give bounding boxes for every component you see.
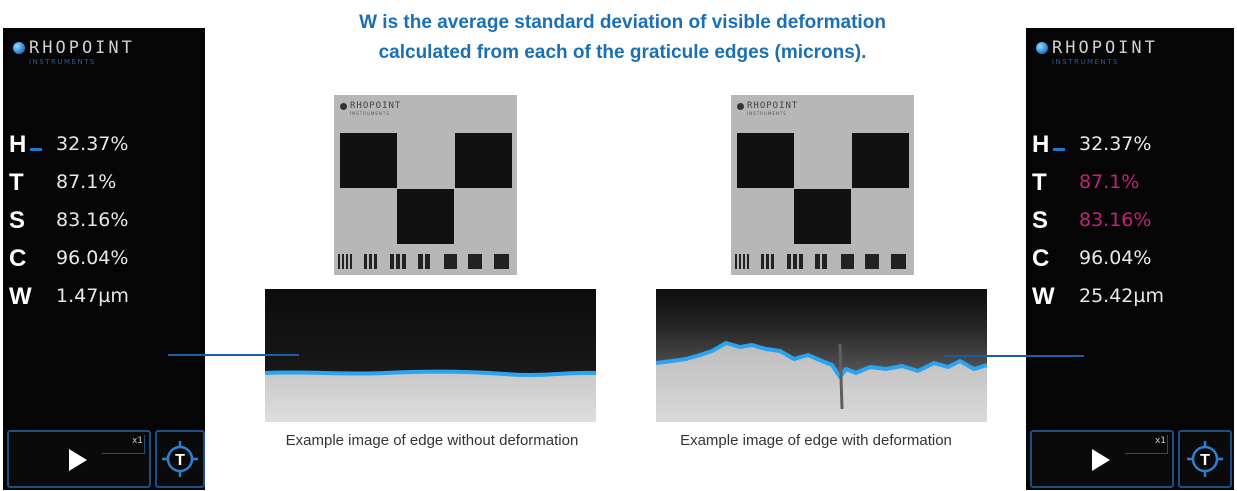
graticule-square [397,189,454,244]
title-line-1: W is the average standard deviation of v… [359,12,886,33]
target-letter: T [175,452,185,469]
device-screen-left: RHOPOINT INSTRUMENTS H 32.37% T 87.1% S … [3,28,205,490]
reading-c: C 96.04% [1026,242,1234,280]
reading-letter: S [9,207,26,234]
reading-value: 1.47µm [56,285,129,307]
title-line-2: calculated from each of the graticule ed… [378,42,867,63]
graticule-brand-sub: INSTRUMENTS [747,111,787,116]
edge-photo-smooth [265,289,596,422]
graticule-square [852,133,909,188]
reading-letter: W [9,283,32,310]
brand-subtitle: INSTRUMENTS [29,58,96,66]
graticule-bar-pattern [338,254,509,269]
graticule-brand-name: RHOPOINT [350,101,402,111]
reading-value: 83.16% [56,209,129,231]
reading-letter: W [1032,283,1055,310]
page-title: W is the average standard deviation of v… [230,8,1015,68]
connector-line-right [944,355,1084,357]
reading-letter: C [1032,245,1050,272]
reading-t: T 87.1% [1026,166,1234,204]
speed-box [102,435,145,454]
reading-value: 96.04% [1079,247,1152,269]
reading-h: H 32.37% [3,128,205,166]
reading-h: H 32.37% [1026,128,1234,166]
play-icon [1092,449,1110,471]
device-controls: x1 T [1026,430,1234,490]
edge-photo-rough [656,289,987,422]
reading-t: T 87.1% [3,166,205,204]
graticule-square [737,133,794,188]
reading-letter: T [9,169,24,196]
reading-letter: H [9,131,27,158]
target-t-icon: T [162,441,198,477]
graticule-brand-name: RHOPOINT [747,101,799,111]
haze-indicator-bar [1053,148,1065,151]
readings-list: H 32.37% T 87.1% S 83.16% C 96.04% W 25.… [1026,128,1234,318]
connector-line-left [168,354,299,356]
target-t-icon: T [1187,441,1223,477]
reading-value-highlighted: 87.1% [1079,171,1140,193]
graticule-square [794,189,851,244]
reading-letter: H [1032,131,1050,158]
graticule-square [340,133,397,188]
reading-value: 87.1% [56,171,117,193]
speed-box [1125,435,1168,454]
reading-s: S 83.16% [1026,204,1234,242]
reading-value-highlighted: 83.16% [1079,209,1152,231]
reading-s: S 83.16% [3,204,205,242]
edge-image-without-deformation [265,289,596,422]
speed-label: x1 [131,436,143,446]
target-letter: T [1200,452,1210,469]
play-button[interactable]: x1 [1030,430,1174,488]
graticule-brand-sub: INSTRUMENTS [350,111,390,116]
speed-label: x1 [1154,436,1166,446]
graticule-square [455,133,512,188]
brand-globe-icon [13,42,25,54]
reading-letter: T [1032,169,1047,196]
device-controls: x1 T [3,430,205,490]
target-button[interactable]: T [1178,430,1232,488]
reading-letter: C [9,245,27,272]
brand-globe-icon [1036,42,1048,54]
play-button[interactable]: x1 [7,430,151,488]
brand-subtitle: INSTRUMENTS [1052,58,1119,66]
edge-image-with-deformation [656,289,987,422]
play-icon [69,449,87,471]
reading-w: W 25.42µm [1026,280,1234,318]
readings-list: H 32.37% T 87.1% S 83.16% C 96.04% W 1.4… [3,128,205,318]
graticule-image-right: RHOPOINT INSTRUMENTS [731,95,914,275]
reading-c: C 96.04% [3,242,205,280]
caption-without-deformation: Example image of edge without deformatio… [285,432,579,449]
device-screen-right: RHOPOINT INSTRUMENTS H 32.37% T 87.1% S … [1026,28,1234,490]
reading-letter: S [1032,207,1049,234]
graticule-logo-dot-icon [340,103,347,110]
reading-value: 32.37% [56,133,129,155]
haze-indicator-bar [30,148,42,151]
reading-w: W 1.47µm [3,280,205,318]
graticule-logo-dot-icon [737,103,744,110]
graticule-bar-pattern [735,254,906,269]
reading-value: 96.04% [56,247,129,269]
reading-value: 32.37% [1079,133,1152,155]
brand-name: RHOPOINT [29,38,135,58]
reading-value: 25.42µm [1079,285,1164,307]
graticule-image-left: RHOPOINT INSTRUMENTS [334,95,517,275]
brand-name: RHOPOINT [1052,38,1158,58]
target-button[interactable]: T [155,430,205,488]
caption-with-deformation: Example image of edge with deformation [680,432,952,449]
